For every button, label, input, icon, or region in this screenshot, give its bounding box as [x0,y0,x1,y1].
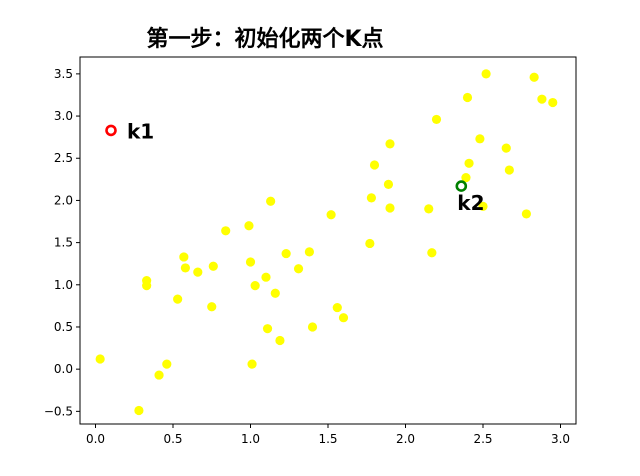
data-point [383,179,394,189]
data-point [529,72,539,82]
data-point [365,238,375,249]
data-point [385,203,395,213]
data-point [293,264,304,274]
data-point [134,405,144,416]
y-tick-label: 3.5 [54,67,73,81]
data-point [338,313,349,323]
data-point [461,173,471,183]
data-point [537,94,547,104]
data-point [366,193,376,203]
x-tick-label: 1.0 [241,432,260,446]
k1-label: k1 [127,119,154,143]
y-tick-label: 1.5 [54,236,73,250]
data-point [193,267,203,277]
x-tick-label: 2.5 [473,432,492,446]
data-point [162,359,172,369]
x-tick-label: 2.0 [396,432,415,446]
data-point [179,252,189,262]
x-tick-label: 3.0 [551,432,570,446]
data-point [521,209,532,219]
data-point [369,160,380,170]
data-point [326,210,336,220]
data-point [481,69,491,79]
data-point [475,134,485,144]
data-point [385,139,395,149]
data-points [95,69,558,416]
data-point [275,335,285,346]
data-point [207,302,217,312]
k1-centroid-marker [105,124,117,137]
y-tick-label: −0.5 [44,404,73,418]
data-point [266,196,276,206]
y-tick-label: 0.5 [54,320,73,334]
data-point [281,248,291,259]
data-point [478,201,488,211]
data-point [262,324,273,334]
data-point [250,281,260,291]
data-point [464,158,474,168]
data-point [245,257,256,267]
data-point [548,97,558,108]
data-point [304,247,314,257]
data-point [261,272,271,282]
x-tick-label: 0.5 [163,432,182,446]
chart-title: 第一步：初始化两个K点 [146,26,383,52]
y-tick-label: 1.0 [54,278,73,292]
data-point [504,165,514,175]
x-tick-label: 1.5 [318,432,337,446]
data-point [462,92,473,103]
data-point [247,359,257,369]
data-point [142,281,152,291]
centroids: k1 k2 [105,119,485,215]
plot-area-frame [79,56,577,425]
data-point [221,226,231,236]
x-tick-label: 0.0 [86,432,105,446]
data-point [173,294,183,304]
y-tick-label: 2.0 [54,193,73,207]
axis-ticks: 0.0 0.5 1.0 1.5 2.0 2.5 3.0 −0.5 0.0 0.5 1.0 1.5 2.0… [44,67,570,446]
data-point [501,143,511,153]
k2-label: k2 [457,191,484,215]
data-point [427,248,437,258]
y-tick-label: 0.0 [54,362,73,376]
data-point [307,322,318,332]
data-point [431,114,442,125]
k2-centroid-marker [455,180,468,192]
data-point [332,302,342,313]
y-tick-label: 2.5 [54,151,73,165]
data-point [208,261,218,271]
y-tick-label: 3.0 [54,109,73,123]
data-point [95,354,105,364]
data-point [270,288,280,298]
data-point [180,263,190,273]
data-point [154,370,164,380]
data-point [244,221,254,231]
data-point [424,204,434,214]
